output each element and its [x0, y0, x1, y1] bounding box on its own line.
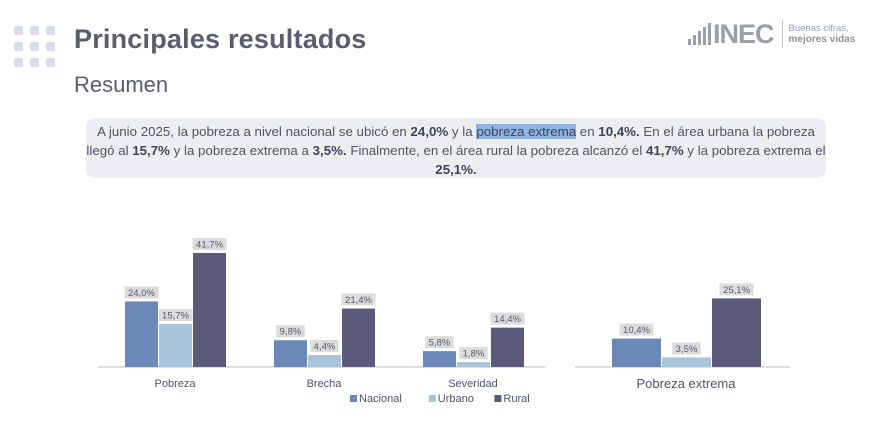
summary-value-nacional-pobreza: 24,0% [410, 124, 449, 139]
data-label: 1,8% [463, 349, 485, 360]
summary-text-4: En el área urbana la pobreza llegó al [86, 124, 815, 158]
bar-nacional-brecha [274, 340, 307, 367]
data-label-bg [310, 339, 339, 352]
logo-bars-icon [688, 23, 711, 45]
bar-rural-brecha [342, 308, 375, 367]
data-label: 3,5% [676, 344, 698, 355]
legend-swatch-urbano [428, 395, 436, 402]
data-label-bg [341, 293, 376, 306]
data-label: 15,7% [162, 311, 189, 322]
data-label-bg [672, 342, 701, 355]
data-label-bg [158, 309, 193, 322]
bar-urbano-severidad [457, 362, 490, 367]
logo-tagline: Buenas cifras, mejores vidas [789, 23, 856, 45]
summary-text-6: Finalmente, en el área rural la pobreza … [346, 143, 646, 158]
data-label: 24,0% [128, 288, 155, 299]
bar-rural-severidad [491, 327, 524, 367]
data-label: 25,1% [723, 285, 750, 296]
legend-swatch-nacional [350, 395, 357, 402]
data-label: 10,4% [623, 325, 650, 336]
data-label: 14,4% [494, 314, 521, 325]
summary-text-7: y la pobreza extrema el [683, 143, 826, 158]
data-label-bg [124, 286, 159, 299]
bar-nacional-pobreza [125, 301, 158, 367]
data-label: 4,4% [314, 341, 336, 352]
category-label: Brecha [307, 378, 343, 390]
summary-text-1: A junio 2025, la pobreza a nivel naciona… [97, 124, 411, 139]
inec-logo: INEC Buenas cifras, mejores vidas [688, 18, 868, 50]
page-subtitle: Resumen [74, 72, 169, 97]
logo-divider [781, 20, 783, 48]
category-label: Pobreza [155, 378, 197, 390]
legend-label-urbano: Urbano [438, 393, 474, 405]
summary-text-5: y la pobreza extrema a [169, 143, 313, 158]
data-label: 41,7% [196, 240, 223, 251]
summary-value-rural-pobreza: 41,7% [645, 143, 684, 158]
summary-value-urbano-pobreza: 15,7% [132, 143, 170, 158]
bar-nacional-pobreza-extrema [612, 338, 661, 367]
logo-wordmark: INEC [713, 18, 775, 49]
page-title: Principales resultados [74, 24, 367, 54]
data-label: 9,8% [280, 327, 302, 338]
logo-tagline-1: Buenas cifras, [788, 23, 849, 34]
summary-highlight[interactable]: pobreza extrema [476, 124, 577, 139]
data-label-bg [192, 238, 227, 250]
menu-dots-icon [14, 26, 55, 67]
data-label: 5,8% [429, 338, 451, 349]
summary-box: A junio 2025, la pobreza a nivel naciona… [86, 118, 826, 178]
legend-swatch-rural [494, 395, 502, 402]
legend-label-rural: Rural [503, 393, 529, 405]
bar-rural-pobreza-extrema [712, 298, 761, 367]
logo-tagline-2: mejores vidas [788, 34, 856, 45]
data-label-bg [459, 347, 488, 360]
data-label-bg [490, 312, 525, 325]
summary-value-nacional-extrema: 10,4%. [598, 124, 640, 139]
summary-text-2: y la [448, 124, 477, 139]
data-label-bg [619, 323, 654, 336]
data-label-bg [425, 336, 454, 349]
bar-urbano-brecha [308, 354, 341, 367]
legend-label-nacional: Nacional [359, 393, 402, 405]
data-label: 21,4% [345, 295, 372, 306]
summary-value-rural-extrema: 25,1%. [435, 162, 477, 177]
data-label-bg [719, 283, 754, 296]
bar-urbano-pobreza [159, 324, 192, 367]
category-label: Severidad [448, 378, 498, 390]
summary-value-urbano-extrema: 3,5%. [312, 143, 347, 158]
bar-urbano-pobreza-extrema [662, 357, 711, 367]
bar-nacional-severidad [423, 351, 456, 367]
category-label: Pobreza extrema [637, 376, 737, 391]
summary-text-3: en [576, 124, 599, 139]
data-label-bg [276, 325, 305, 338]
bar-rural-pobreza [193, 253, 226, 367]
